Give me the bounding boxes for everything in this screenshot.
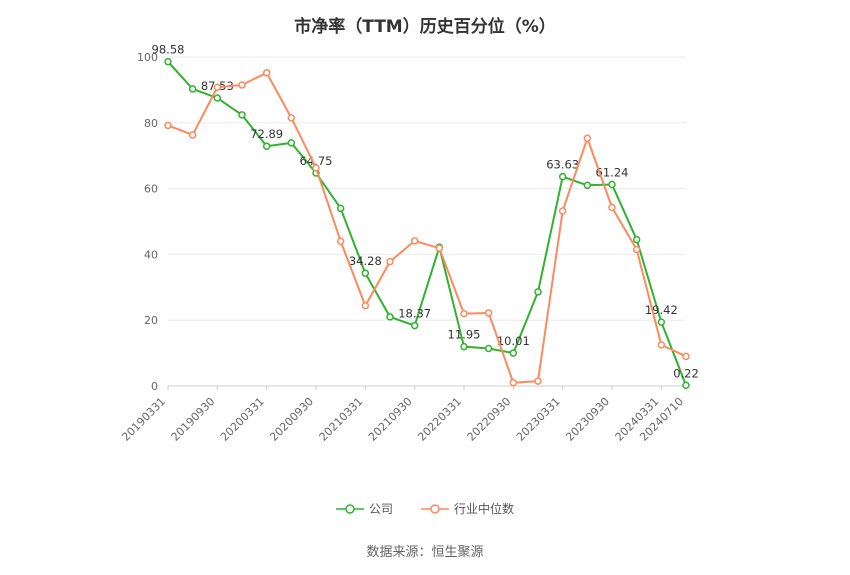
y-tick-label: 80 <box>144 117 158 130</box>
point-label: 11.95 <box>448 328 481 342</box>
line-circle-marker-icon <box>421 503 449 515</box>
x-tick-label: 20220331 <box>415 395 464 444</box>
data-source: 数据来源：恒生聚源 <box>366 545 484 560</box>
data-point[interactable] <box>632 245 641 254</box>
legend-label-industry-median: 行业中位数 <box>454 502 515 516</box>
line-circle-marker-icon <box>335 503 364 515</box>
data-point[interactable] <box>262 142 271 150</box>
data-point[interactable] <box>558 207 567 215</box>
point-label: 98.58 <box>152 43 185 57</box>
x-tick-label: 20230331 <box>514 395 563 444</box>
data-point[interactable] <box>460 342 468 351</box>
y-tick-label: 0 <box>151 380 158 393</box>
x-tick-label: 20190331 <box>119 395 168 444</box>
data-point[interactable] <box>608 203 616 212</box>
data-point[interactable] <box>188 85 197 93</box>
data-point[interactable] <box>213 83 222 92</box>
point-label: 61.24 <box>596 166 629 180</box>
data-point[interactable] <box>262 69 271 77</box>
data-point[interactable] <box>509 349 518 357</box>
data-point[interactable] <box>287 139 296 147</box>
point-label: 10.01 <box>497 334 530 348</box>
data-point[interactable] <box>608 180 616 189</box>
y-tick-label: 100 <box>137 51 158 64</box>
x-tick-label: 20200331 <box>218 395 267 444</box>
data-point[interactable] <box>682 352 690 361</box>
y-tick-label: 60 <box>144 183 158 196</box>
data-point[interactable] <box>583 181 592 190</box>
data-point[interactable] <box>312 164 320 172</box>
data-point[interactable] <box>657 318 666 326</box>
plot-area: 0 20 40 60 80 100 20190331 20190930 20200331 2020… <box>119 43 699 444</box>
data-point[interactable] <box>188 131 197 139</box>
x-tick-label: 20190930 <box>169 395 218 444</box>
data-point[interactable] <box>213 94 222 102</box>
x-tick-label: 20220930 <box>465 395 514 444</box>
legend-item-company[interactable]: 公司 <box>335 500 393 517</box>
chart-title: 市净率（TTM）历史百分位（%） <box>294 17 556 37</box>
point-label: 19.42 <box>645 303 678 317</box>
x-tick-label: 20210331 <box>317 395 366 444</box>
data-point[interactable] <box>682 381 690 390</box>
data-point[interactable] <box>336 237 345 245</box>
data-point[interactable] <box>164 121 172 130</box>
data-point[interactable] <box>534 377 542 385</box>
legend-label-company: 公司 <box>368 502 393 516</box>
legend: 公司 行业中位数 <box>0 500 850 517</box>
data-point[interactable] <box>164 57 172 66</box>
x-tick-label: 20210930 <box>366 395 415 444</box>
point-label: 0.22 <box>673 366 699 380</box>
data-point[interactable] <box>484 309 493 317</box>
y-tick-label: 40 <box>144 248 158 261</box>
data-point[interactable] <box>460 309 468 318</box>
data-point[interactable] <box>238 81 246 89</box>
data-point[interactable] <box>534 288 542 296</box>
point-label: 34.28 <box>349 254 382 268</box>
data-point[interactable] <box>361 301 370 310</box>
legend-item-industry-median[interactable]: 行业中位数 <box>421 500 514 517</box>
y-tick-label: 20 <box>144 314 158 327</box>
point-label: 64.75 <box>300 154 333 168</box>
data-point[interactable] <box>238 111 246 119</box>
data-point[interactable] <box>632 235 641 244</box>
data-point[interactable] <box>435 244 444 252</box>
data-point[interactable] <box>509 378 518 387</box>
x-tick-label: 20230930 <box>563 395 612 444</box>
data-point[interactable] <box>287 114 296 122</box>
data-point[interactable] <box>484 344 493 353</box>
data-point[interactable] <box>657 341 666 349</box>
point-label: 72.89 <box>250 127 283 141</box>
data-point[interactable] <box>386 257 394 266</box>
data-point[interactable] <box>386 313 394 321</box>
data-point[interactable] <box>410 237 419 245</box>
series-line <box>167 60 687 387</box>
data-point[interactable] <box>361 269 370 277</box>
x-tick-label: 20200930 <box>267 395 316 444</box>
data-point[interactable] <box>410 321 419 330</box>
point-label: 63.63 <box>546 158 579 172</box>
data-point[interactable] <box>336 204 345 213</box>
data-point[interactable] <box>558 172 567 181</box>
point-label: 18.37 <box>398 307 431 321</box>
data-point[interactable] <box>583 134 592 143</box>
series-line <box>167 71 687 384</box>
